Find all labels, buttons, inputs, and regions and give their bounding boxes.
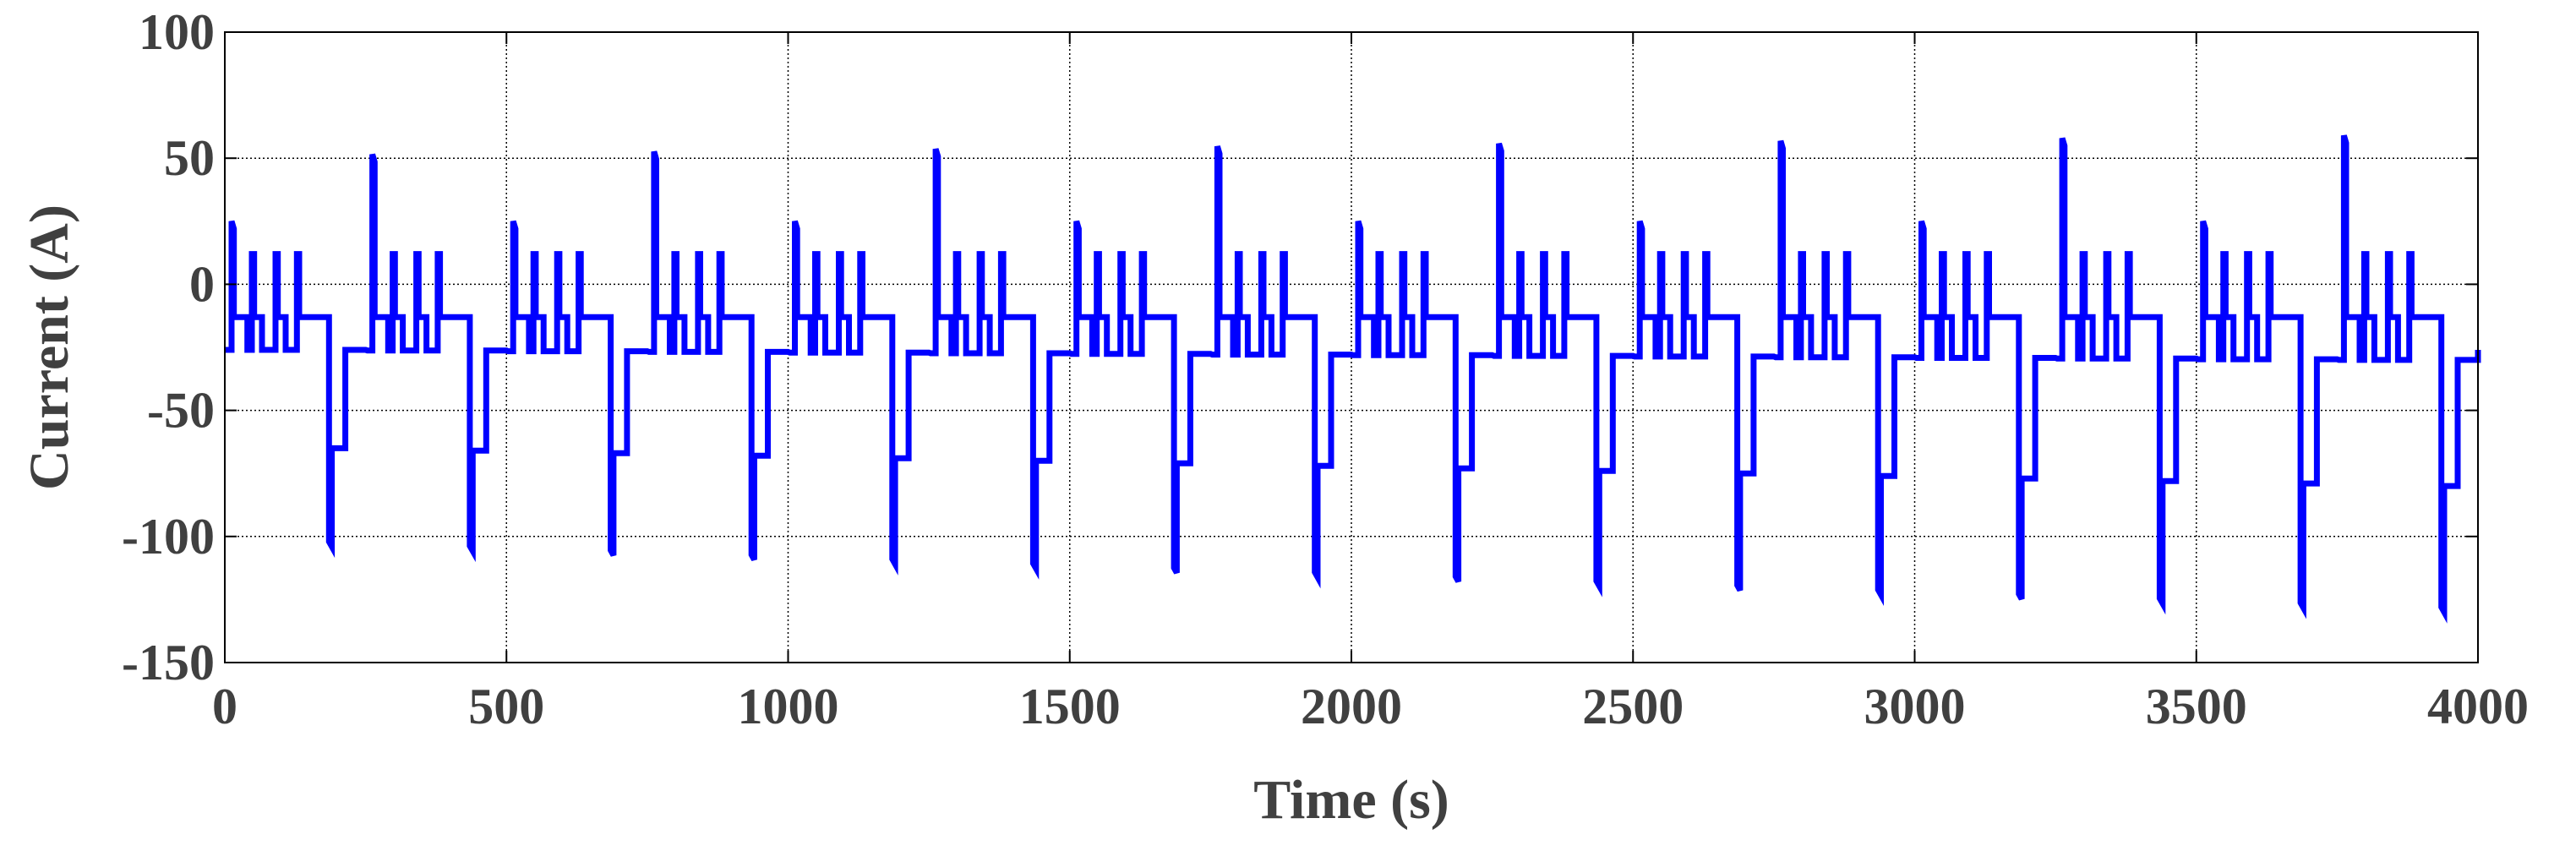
x-tick-label: 2500	[1582, 679, 1684, 734]
x-tick-label: 4000	[2427, 679, 2529, 734]
x-tick-label: 500	[468, 679, 544, 734]
x-axis-title: Time (s)	[1253, 769, 1449, 831]
x-tick-label: 3000	[1864, 679, 1966, 734]
current-series-line	[225, 134, 2481, 624]
y-axis-title: Current (A)	[19, 205, 80, 490]
x-tick-label: 0	[212, 679, 237, 734]
y-tick-label: 100	[139, 4, 215, 60]
tick-labels: 0 500 1000 1500 2000 2500 3000 3500 4000-150-100…	[122, 4, 2529, 734]
y-tick-label: -150	[122, 635, 215, 690]
data-series	[225, 134, 2481, 624]
x-tick-label: 3500	[2146, 679, 2247, 734]
grid-lines	[225, 32, 2478, 663]
x-tick-label: 1500	[1019, 679, 1121, 734]
y-tick-label: 0	[189, 256, 215, 312]
y-tick-label: 50	[164, 130, 215, 186]
x-tick-label: 1000	[738, 679, 839, 734]
y-tick-label: -100	[122, 509, 215, 565]
x-tick-label: 2000	[1301, 679, 1402, 734]
y-tick-label: -50	[147, 383, 215, 439]
